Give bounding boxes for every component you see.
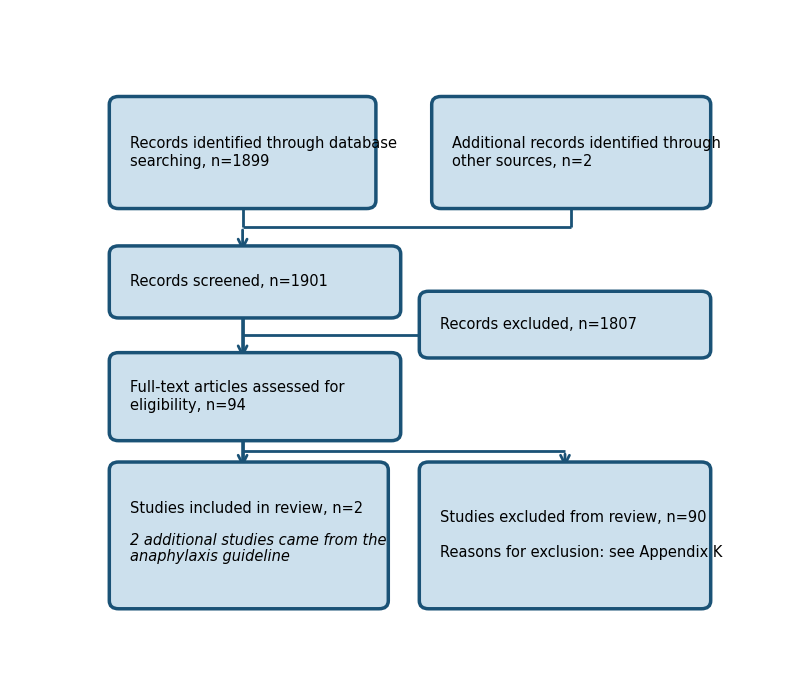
FancyBboxPatch shape (419, 462, 710, 608)
Text: Records identified through database
searching, n=1899: Records identified through database sear… (130, 137, 397, 168)
FancyBboxPatch shape (110, 96, 376, 209)
Text: Studies excluded from review, n=90

Reasons for exclusion: see Appendix K: Studies excluded from review, n=90 Reaso… (440, 511, 722, 561)
FancyBboxPatch shape (110, 246, 401, 318)
FancyBboxPatch shape (432, 96, 710, 209)
Text: Studies included in review, n=2: Studies included in review, n=2 (130, 501, 363, 516)
FancyBboxPatch shape (110, 353, 401, 441)
FancyBboxPatch shape (110, 462, 388, 608)
Text: Additional records identified through
other sources, n=2: Additional records identified through ot… (452, 137, 721, 168)
Text: anaphylaxis guideline: anaphylaxis guideline (130, 550, 290, 564)
Text: Records excluded, n=1807: Records excluded, n=1807 (440, 317, 637, 332)
FancyBboxPatch shape (419, 291, 710, 358)
Text: Records screened, n=1901: Records screened, n=1901 (130, 274, 328, 290)
Text: Full-text articles assessed for
eligibility, n=94: Full-text articles assessed for eligibil… (130, 380, 344, 413)
Text: 2 additional studies came from the: 2 additional studies came from the (130, 533, 386, 548)
